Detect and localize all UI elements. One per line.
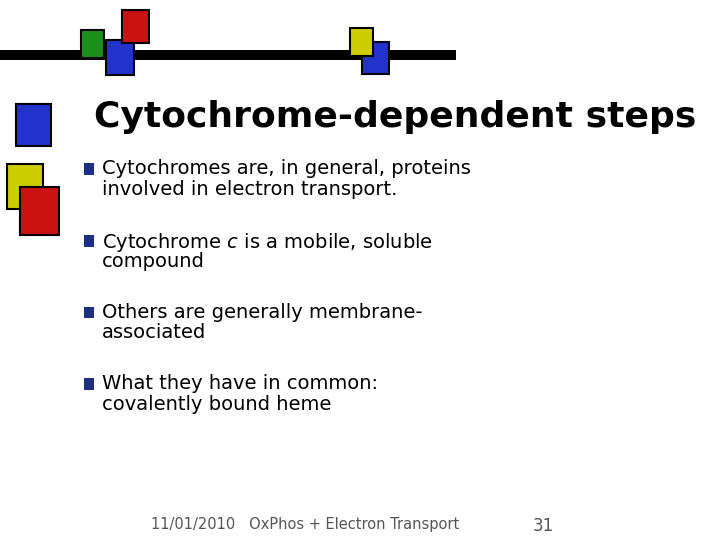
Bar (20, 187, 60, 235)
Text: 11/01/2010   OxPhos + Electron Transport: 11/01/2010 OxPhos + Electron Transport (150, 517, 459, 532)
Bar (84, 235, 94, 247)
Bar (17, 105, 50, 146)
Bar (350, 28, 373, 56)
Bar (122, 10, 149, 43)
Text: 31: 31 (533, 517, 554, 536)
Bar (106, 40, 135, 75)
Bar (81, 30, 104, 58)
Bar (6, 164, 43, 209)
Text: Cytochrome-dependent steps: Cytochrome-dependent steps (94, 99, 696, 133)
Bar (84, 307, 94, 319)
Text: covalently bound heme: covalently bound heme (102, 395, 331, 414)
Text: Others are generally membrane-: Others are generally membrane- (102, 302, 423, 321)
Text: associated: associated (102, 323, 206, 342)
Text: Cytochrome $\it{c}$ is a mobile, soluble: Cytochrome $\it{c}$ is a mobile, soluble (102, 231, 433, 254)
Bar (0, 50, 456, 60)
Text: involved in electron transport.: involved in electron transport. (102, 180, 397, 199)
Text: compound: compound (102, 252, 204, 271)
Text: What they have in common:: What they have in common: (102, 374, 378, 393)
Bar (362, 42, 389, 73)
Text: Cytochromes are, in general, proteins: Cytochromes are, in general, proteins (102, 159, 471, 178)
Bar (84, 163, 94, 175)
Bar (84, 378, 94, 390)
